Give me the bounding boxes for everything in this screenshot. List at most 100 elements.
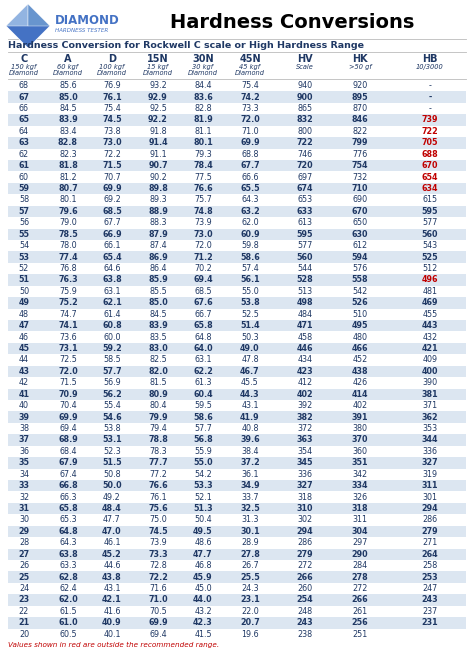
Text: 64.0: 64.0 [193, 344, 213, 353]
Text: 297: 297 [352, 539, 368, 548]
Text: 674: 674 [297, 184, 313, 193]
Text: 865: 865 [298, 104, 312, 113]
Text: 57: 57 [18, 207, 29, 216]
Text: 318: 318 [298, 493, 312, 501]
Text: 56.8: 56.8 [193, 436, 213, 445]
Text: 243: 243 [297, 618, 313, 627]
Text: 26.7: 26.7 [241, 561, 259, 570]
Text: 39.6: 39.6 [240, 436, 260, 445]
Text: 20: 20 [19, 630, 29, 639]
Text: 83.9: 83.9 [148, 321, 168, 330]
Text: 91.8: 91.8 [149, 127, 167, 136]
Text: Diamond: Diamond [235, 70, 265, 76]
Text: 57.7: 57.7 [194, 424, 212, 433]
Text: 85.5: 85.5 [149, 287, 167, 296]
Text: 452: 452 [352, 355, 368, 364]
Text: 612: 612 [353, 241, 367, 250]
Polygon shape [6, 4, 50, 48]
Text: 55.4: 55.4 [103, 401, 121, 410]
Text: 670: 670 [352, 207, 368, 216]
Bar [8, 91, 466, 103]
Text: 327: 327 [297, 481, 313, 490]
Text: 822: 822 [352, 127, 368, 136]
Bar [8, 114, 466, 126]
Text: 57.7: 57.7 [102, 367, 122, 376]
Text: 594: 594 [352, 252, 368, 261]
Text: 52.5: 52.5 [241, 310, 259, 319]
Text: 311: 311 [353, 516, 367, 524]
Text: 432: 432 [422, 333, 438, 342]
Text: 60 kgf: 60 kgf [57, 64, 79, 70]
Bar [8, 480, 466, 492]
Text: 74.8: 74.8 [193, 207, 213, 216]
Text: 577: 577 [422, 218, 438, 228]
Text: 63.8: 63.8 [58, 550, 78, 559]
Text: 50.3: 50.3 [241, 333, 259, 342]
Text: 82.8: 82.8 [58, 138, 78, 147]
Text: 42.3: 42.3 [193, 618, 213, 627]
Text: 55.0: 55.0 [193, 458, 213, 467]
Text: 69.9: 69.9 [148, 618, 168, 627]
Text: 53.3: 53.3 [193, 481, 213, 490]
Text: 670: 670 [422, 161, 438, 170]
Text: 50.8: 50.8 [103, 470, 121, 479]
Text: 65.5: 65.5 [240, 184, 260, 193]
Text: 78.0: 78.0 [59, 241, 77, 250]
Text: 65.4: 65.4 [102, 252, 122, 261]
Text: 63.1: 63.1 [194, 355, 212, 364]
Text: 55.9: 55.9 [194, 447, 212, 456]
Text: 72.0: 72.0 [194, 241, 212, 250]
Text: 84.4: 84.4 [194, 82, 212, 90]
Text: 60.5: 60.5 [59, 630, 77, 639]
Text: 80.1: 80.1 [193, 138, 213, 147]
Text: 86.9: 86.9 [148, 252, 168, 261]
Text: 93.2: 93.2 [149, 82, 167, 90]
Text: 89.8: 89.8 [148, 184, 168, 193]
Text: 66.3: 66.3 [59, 493, 77, 501]
Text: 57.4: 57.4 [241, 264, 259, 273]
Text: 326: 326 [353, 493, 367, 501]
Text: 48: 48 [19, 310, 29, 319]
Bar [8, 548, 466, 560]
Text: 466: 466 [352, 344, 368, 353]
Text: 650: 650 [353, 218, 367, 228]
Text: 23: 23 [18, 595, 29, 604]
Text: 455: 455 [422, 310, 438, 319]
Text: 56.2: 56.2 [102, 390, 122, 399]
Text: 76.3: 76.3 [58, 276, 78, 284]
Text: 44.6: 44.6 [103, 561, 121, 570]
Text: 73.8: 73.8 [103, 127, 121, 136]
Text: 900: 900 [297, 93, 313, 102]
Text: 68.9: 68.9 [58, 436, 78, 445]
Text: 44.0: 44.0 [193, 595, 213, 604]
Text: 576: 576 [352, 264, 368, 273]
Text: 243: 243 [422, 595, 438, 604]
Text: 49.0: 49.0 [240, 344, 260, 353]
Text: 81.1: 81.1 [194, 127, 212, 136]
Text: 69.2: 69.2 [103, 196, 121, 205]
Text: 59: 59 [18, 184, 29, 193]
Text: 40: 40 [19, 401, 29, 410]
Text: 72.2: 72.2 [148, 572, 168, 582]
Text: 75.0: 75.0 [149, 516, 167, 524]
Text: 60: 60 [19, 173, 29, 182]
Text: 58.6: 58.6 [240, 252, 260, 261]
Text: 426: 426 [353, 378, 367, 387]
Bar [8, 594, 466, 606]
Text: 402: 402 [297, 390, 313, 399]
Text: 66.1: 66.1 [103, 241, 121, 250]
Text: 51.5: 51.5 [102, 458, 122, 467]
Text: 36: 36 [19, 447, 29, 456]
Text: 61.4: 61.4 [103, 310, 121, 319]
Text: Diamond: Diamond [53, 70, 83, 76]
Text: 63: 63 [18, 138, 29, 147]
Text: 372: 372 [297, 424, 313, 433]
Text: 28.9: 28.9 [241, 539, 259, 548]
Text: 391: 391 [352, 413, 368, 422]
Text: C: C [20, 54, 27, 64]
Text: 84.5: 84.5 [59, 104, 77, 113]
Text: 544: 544 [298, 264, 312, 273]
Text: 79.6: 79.6 [58, 207, 78, 216]
Text: 59.2: 59.2 [102, 344, 122, 353]
Text: 53.8: 53.8 [103, 424, 121, 433]
